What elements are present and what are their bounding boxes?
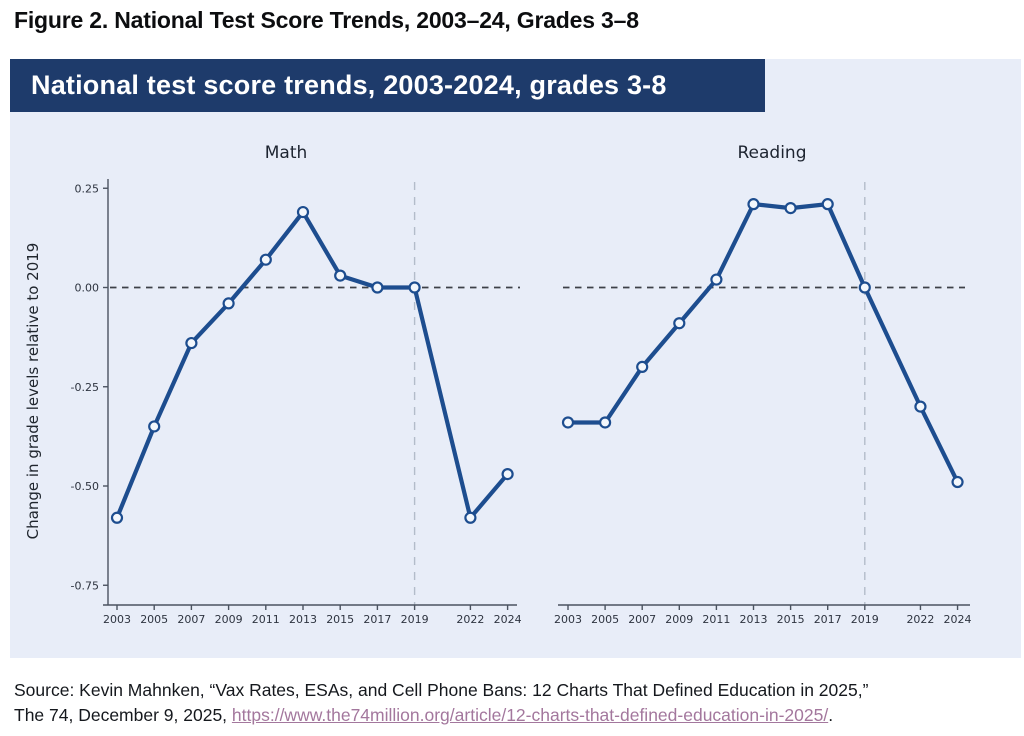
data-point bbox=[148, 420, 161, 433]
source-link[interactable]: https://www.the74million.org/article/12-… bbox=[231, 705, 829, 726]
x-tick-label: 2022 bbox=[906, 613, 934, 626]
x-tick-label: 2019 bbox=[851, 613, 879, 626]
x-tick-label: 2011 bbox=[252, 613, 280, 626]
data-point bbox=[334, 269, 347, 282]
x-tick-label: 2007 bbox=[628, 613, 656, 626]
math-panel-title: Math bbox=[265, 143, 308, 163]
x-tick-label: 2007 bbox=[177, 613, 205, 626]
x-tick-label: 2015 bbox=[777, 613, 805, 626]
figure-title: Figure 2. National Test Score Trends, 20… bbox=[14, 7, 639, 33]
data-point bbox=[747, 198, 760, 211]
data-point bbox=[110, 511, 124, 524]
x-tick-label: 2015 bbox=[326, 613, 354, 626]
y-tick-label: 0.00 bbox=[75, 282, 100, 295]
data-point bbox=[185, 336, 198, 350]
data-point bbox=[371, 281, 384, 294]
x-tick-label: 2013 bbox=[740, 613, 768, 626]
x-tick-label: 2019 bbox=[401, 613, 429, 626]
data-point bbox=[673, 317, 686, 330]
x-tick-label: 2024 bbox=[944, 613, 972, 626]
y-axis-title: Change in grade levels relative to 2019 bbox=[24, 243, 42, 540]
x-tick-label: 2005 bbox=[140, 613, 168, 626]
x-tick-label: 2017 bbox=[814, 613, 842, 626]
data-point bbox=[464, 511, 477, 524]
data-point bbox=[259, 253, 272, 266]
x-tick-label: 2003 bbox=[554, 613, 582, 626]
x-tick-label: 2017 bbox=[363, 613, 391, 626]
data-point bbox=[914, 400, 927, 413]
chart-card: National test score trends, 2003-2024, g… bbox=[10, 59, 1021, 658]
data-point bbox=[561, 416, 575, 429]
y-tick-label: -0.75 bbox=[71, 579, 99, 592]
data-point bbox=[710, 273, 723, 286]
trend-line bbox=[565, 202, 960, 485]
data-point bbox=[821, 198, 834, 211]
math-panel: 2003 2005 2007 2009 2011 2013 2015 2017 2019 2022… bbox=[71, 179, 522, 626]
y-tick-label: -0.50 bbox=[71, 480, 99, 493]
data-point bbox=[784, 201, 797, 215]
line-charts: Change in grade levels relative to 2019 … bbox=[24, 143, 972, 626]
y-tick-label: -0.25 bbox=[71, 381, 99, 394]
data-point bbox=[598, 416, 612, 429]
x-tick-label: 2009 bbox=[215, 613, 243, 626]
source-text: Source: Kevin Mahnken, “Vax Rates, ESAs,… bbox=[14, 678, 868, 729]
x-tick-label: 2011 bbox=[702, 613, 730, 626]
y-tick-label: 0.25 bbox=[75, 182, 100, 195]
x-tick-label: 2009 bbox=[665, 613, 693, 626]
x-tick-label: 2013 bbox=[289, 613, 317, 626]
chart-banner: National test score trends, 2003-2024, g… bbox=[10, 59, 765, 112]
source-line1: Source: Kevin Mahnken, “Vax Rates, ESAs,… bbox=[14, 680, 869, 700]
x-tick-label: 2024 bbox=[494, 613, 522, 626]
x-tick-label: 2022 bbox=[456, 613, 484, 626]
chart-banner-title: National test score trends, 2003-2024, g… bbox=[31, 70, 667, 100]
trend-line bbox=[114, 209, 510, 520]
reading-panel-title: Reading bbox=[737, 143, 806, 163]
data-point bbox=[858, 281, 871, 294]
source-line2-prefix: The 74, December 9, 2025, bbox=[14, 705, 232, 726]
data-point bbox=[408, 281, 421, 294]
data-point bbox=[951, 475, 964, 489]
data-point bbox=[222, 297, 235, 310]
x-tick-label: 2003 bbox=[103, 613, 131, 626]
source-line2-suffix: . bbox=[828, 705, 834, 726]
data-point bbox=[636, 360, 649, 373]
data-point bbox=[501, 467, 514, 481]
data-point bbox=[296, 205, 310, 219]
reading-panel: 2003 2005 2007 2009 2011 2013 2015 2017 2019 2022… bbox=[554, 182, 972, 626]
x-tick-label: 2005 bbox=[591, 613, 619, 626]
